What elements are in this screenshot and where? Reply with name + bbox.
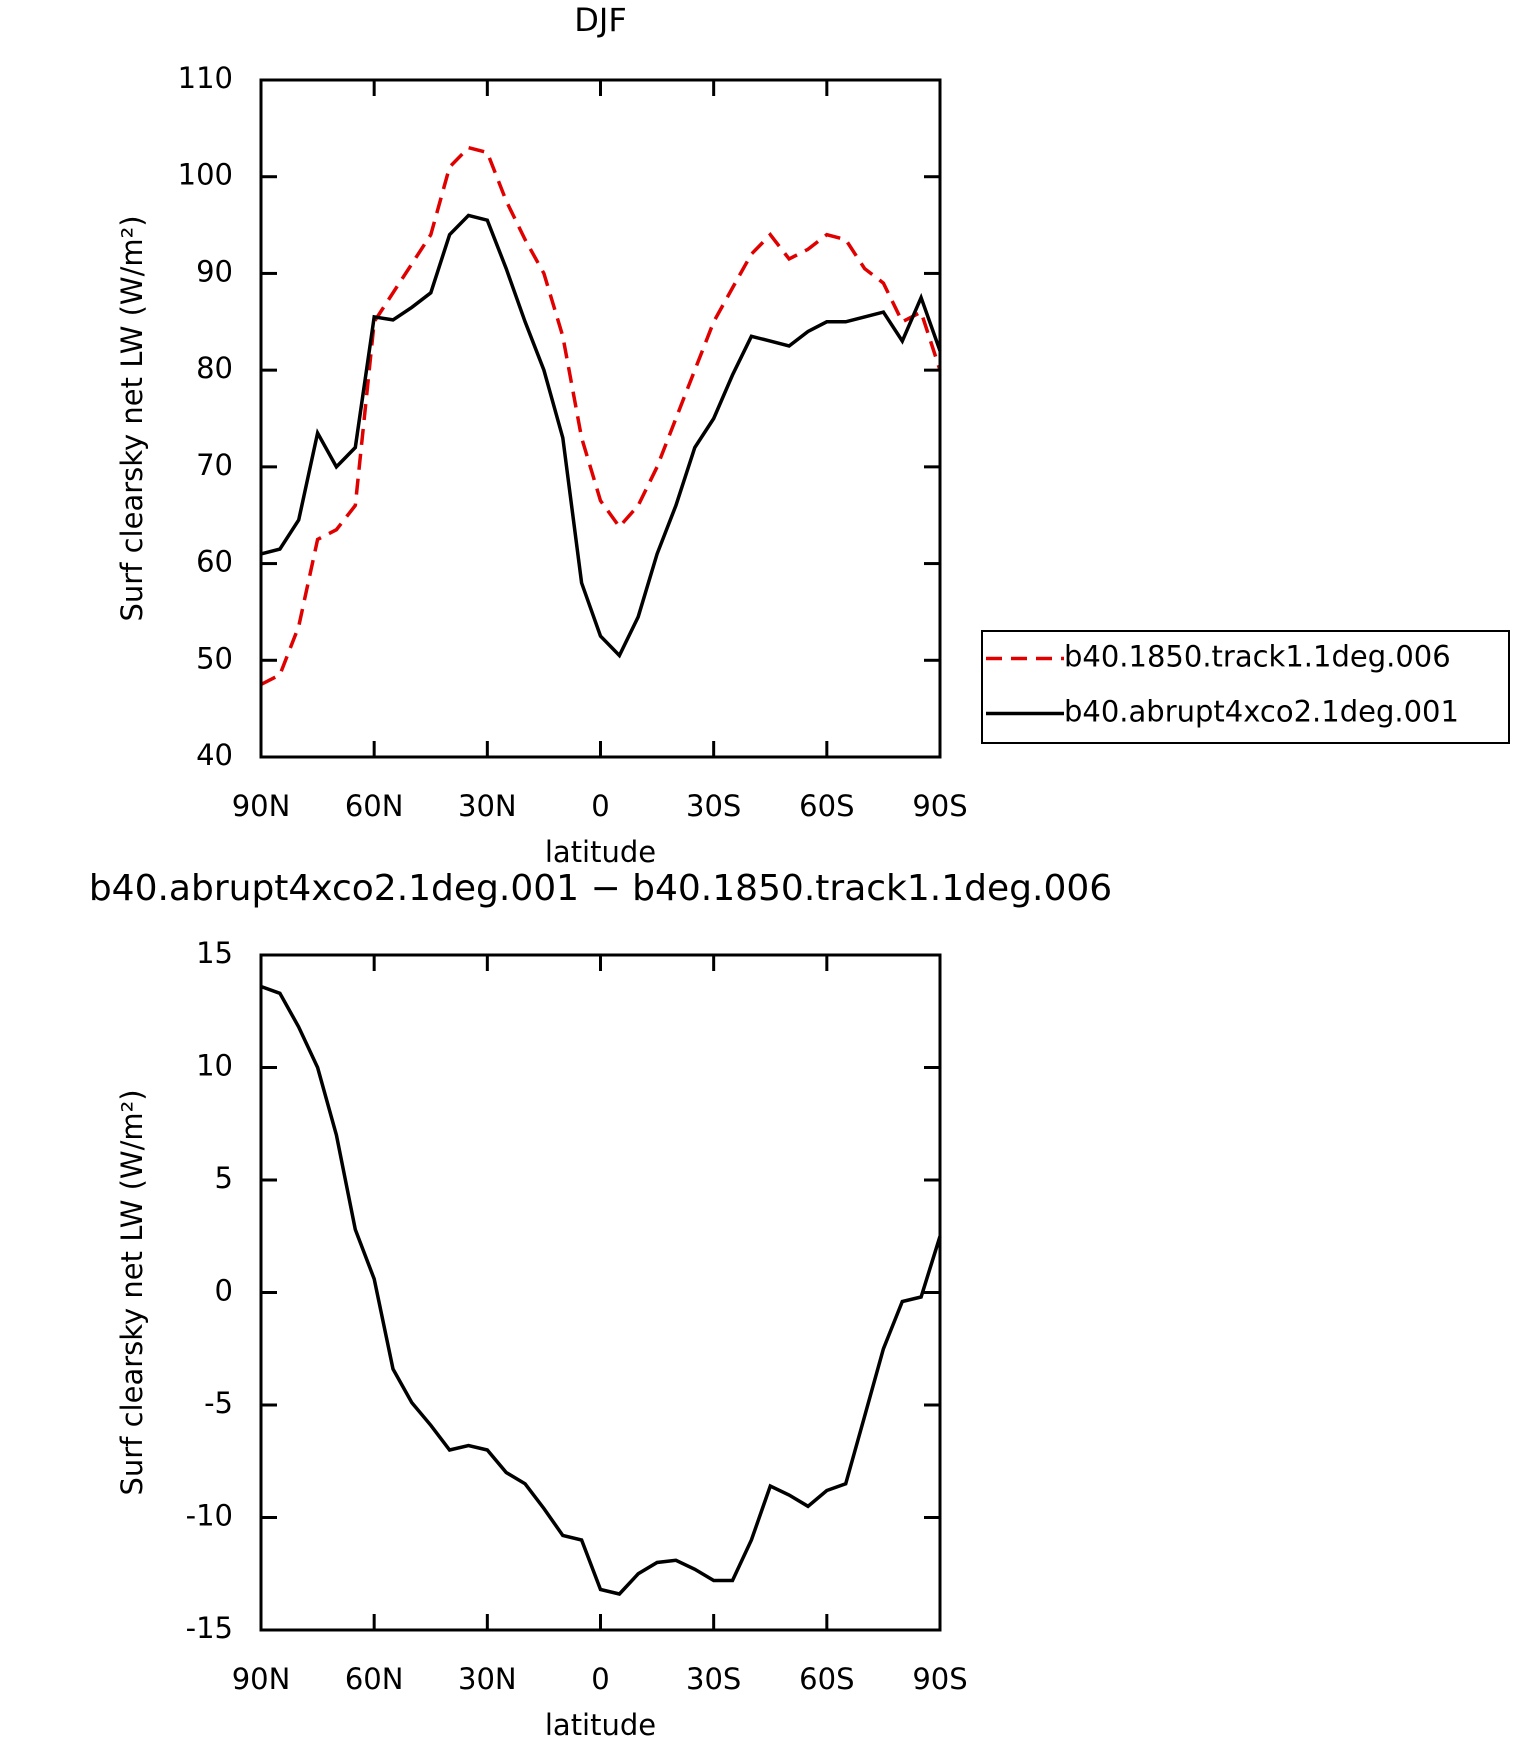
x-tick-label: 90S xyxy=(912,1662,967,1696)
y-tick-label: 80 xyxy=(196,351,233,385)
legend-box xyxy=(981,630,1510,744)
x-tick-label: 30S xyxy=(686,1662,741,1696)
y-tick-label: 5 xyxy=(215,1161,233,1195)
y-tick-label: 100 xyxy=(178,158,233,192)
chart-title: DJF xyxy=(574,1,626,39)
y-tick-label: 70 xyxy=(196,448,233,482)
series-line xyxy=(260,145,942,687)
y-tick-label: 40 xyxy=(196,738,233,772)
y-tick-label: 60 xyxy=(196,545,233,579)
legend-label: b40.1850.track1.1deg.006 xyxy=(1064,640,1451,674)
chart-title: b40.abrupt4xco2.1deg.001 − b40.1850.trac… xyxy=(89,868,1112,909)
y-tick-label: -10 xyxy=(186,1499,233,1533)
x-tick-label: 0 xyxy=(591,789,609,823)
x-tick-label: 30N xyxy=(458,1662,517,1696)
y-axis-label: Surf clearsky net LW (W/m²) xyxy=(115,215,149,621)
y-tick-label: -15 xyxy=(186,1611,233,1645)
x-tick-label: 60N xyxy=(345,789,404,823)
series-line xyxy=(260,213,942,659)
y-tick-label: 110 xyxy=(178,61,233,95)
x-axis-label: latitude xyxy=(545,835,656,869)
x-tick-label: 60S xyxy=(799,789,854,823)
y-tick-label: -5 xyxy=(204,1386,233,1420)
y-axis-label: Surf clearsky net LW (W/m²) xyxy=(115,1089,149,1495)
y-tick-label: 0 xyxy=(215,1274,233,1308)
y-tick-label: 15 xyxy=(196,936,233,970)
plot-frame xyxy=(259,953,942,1632)
y-tick-label: 90 xyxy=(196,254,233,288)
x-tick-label: 90N xyxy=(232,1662,291,1696)
x-tick-label: 30N xyxy=(458,789,517,823)
x-tick-label: 60N xyxy=(345,1662,404,1696)
y-tick-label: 50 xyxy=(196,641,233,675)
x-axis-label: latitude xyxy=(545,1708,656,1742)
series-line xyxy=(260,984,942,1596)
x-tick-label: 90N xyxy=(232,789,291,823)
x-tick-label: 30S xyxy=(686,789,741,823)
x-tick-label: 0 xyxy=(591,1662,609,1696)
legend-label: b40.abrupt4xco2.1deg.001 xyxy=(1064,695,1459,729)
x-tick-label: 90S xyxy=(912,789,967,823)
y-tick-label: 10 xyxy=(196,1049,233,1083)
x-tick-label: 60S xyxy=(799,1662,854,1696)
